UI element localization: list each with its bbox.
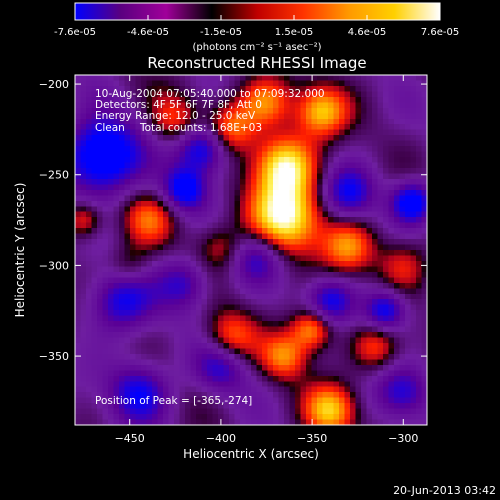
colorbar-tick-label: 1.5e-05	[275, 27, 313, 38]
plot-frame	[74, 74, 428, 426]
colorbar-tick-label: -4.6e-05	[127, 27, 169, 38]
chart-title: Reconstructed RHESSI Image	[147, 54, 366, 72]
colorbar: -7.6e-05 -4.6e-05 -1.5e-05 1.5e-05 4.6e-05 7.…	[54, 2, 459, 53]
method-text: Clean	[95, 122, 125, 134]
info-annotations: 10-Aug-2004 07:05:40.000 to 07:09:32.000…	[95, 88, 325, 407]
y-axis: −200 −250 −300 −350	[39, 78, 427, 363]
colorbar-ticks: -7.6e-05 -4.6e-05 -1.5e-05 1.5e-05 4.6e-05 7.…	[54, 15, 459, 38]
colorbar-tick-label: -7.6e-05	[54, 27, 96, 38]
generation-timestamp: 20-Jun-2013 03:42	[393, 484, 496, 497]
y-tick-label: −350	[39, 350, 69, 363]
detectors-text: Detectors: 4F 5F 6F 7F 8F, Att 0	[95, 99, 262, 111]
time-range-text: 10-Aug-2004 07:05:40.000 to 07:09:32.000	[95, 88, 325, 100]
total-counts-text: Total counts: 1.68E+03	[139, 122, 262, 134]
heatmap-image	[75, 75, 427, 425]
x-axis: −450 −400 −350 −300	[115, 75, 418, 445]
colorbar-tick-label: 4.6e-05	[348, 27, 386, 38]
y-tick-label: −300	[39, 259, 69, 272]
colorbar-tick-label: 7.6e-05	[421, 27, 459, 38]
energy-range-text: Energy Range: 12.0 - 25.0 keV	[95, 110, 256, 122]
x-tick-label: −300	[388, 432, 418, 445]
y-axis-label: Heliocentric Y (arcsec)	[13, 183, 27, 318]
colorbar-gradient	[74, 2, 441, 21]
colorbar-unit-label: (photons cm⁻² s⁻¹ asec⁻²)	[192, 42, 321, 53]
x-tick-label: −350	[297, 432, 327, 445]
x-axis-label: Heliocentric X (arcsec)	[183, 447, 319, 461]
peak-position-text: Position of Peak = [-365,-274]	[95, 395, 252, 407]
x-tick-label: −400	[206, 432, 236, 445]
colorbar-tick-label: -1.5e-05	[200, 27, 242, 38]
y-tick-label: −250	[39, 169, 69, 182]
x-tick-label: −450	[115, 432, 145, 445]
y-tick-label: −200	[39, 78, 69, 91]
